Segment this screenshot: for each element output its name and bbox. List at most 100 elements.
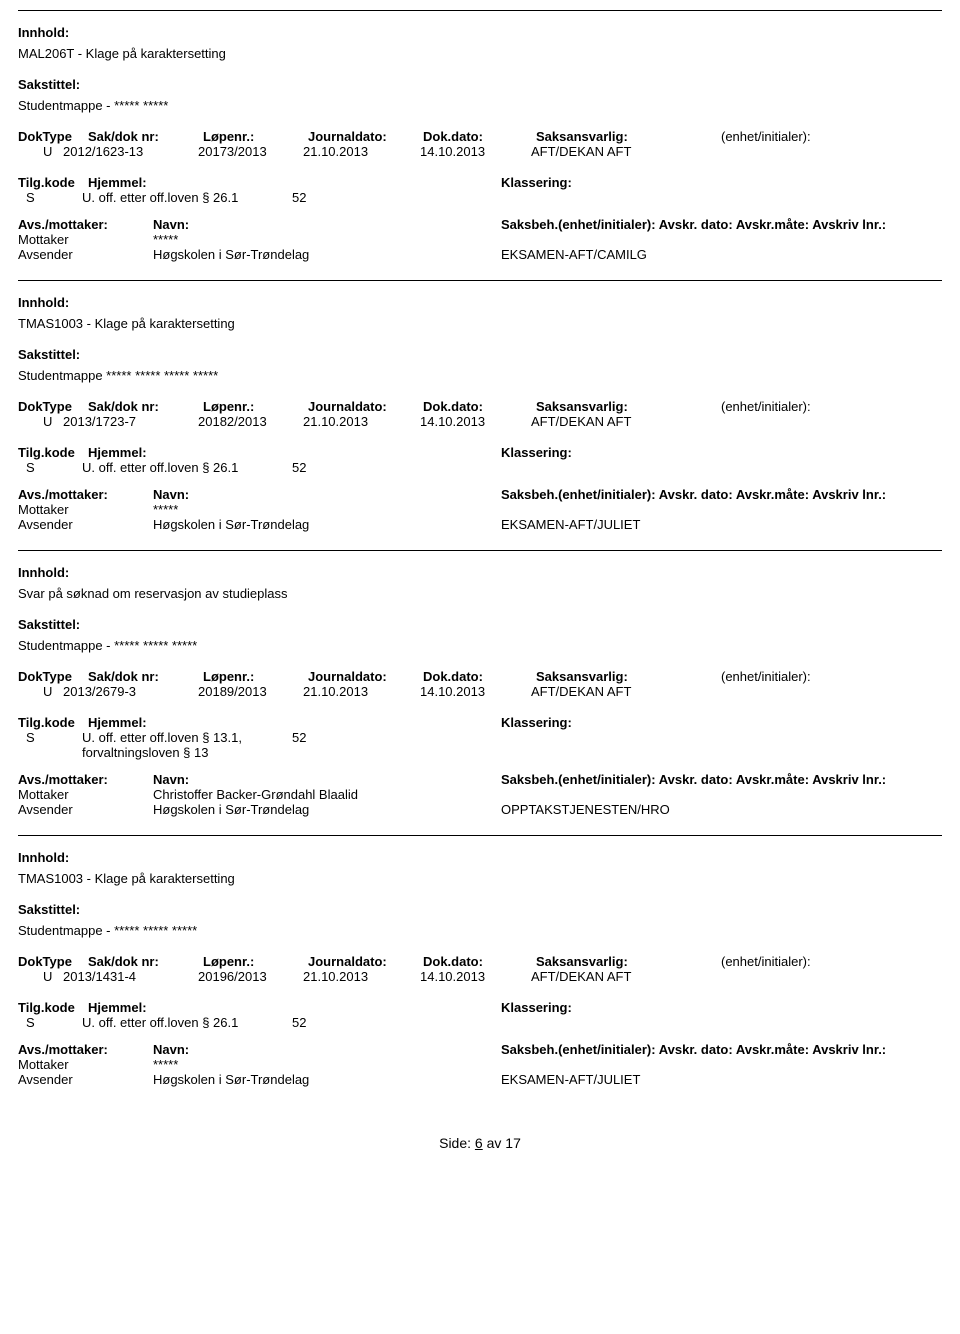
val-saknr: 2013/2679-3 [63,684,198,699]
val-dokdato: 14.10.2013 [420,414,531,429]
hdr-saknr: Sak/dok nr: [88,399,203,414]
hdr-saknr: Sak/dok nr: [88,129,203,144]
val-hjemmel: U. off. etter off.loven § 26.1 [42,460,292,475]
val-dokdato: 14.10.2013 [420,684,531,699]
hdr-hjemmel: Hjemmel: [88,1000,501,1015]
hdr-klassering: Klassering: [501,175,942,190]
val-saksansvarlig: AFT/DEKAN AFT [531,414,942,429]
hdr-tilgkode: Tilg.kode [18,715,88,730]
mottaker-navn: ***** [153,1057,501,1072]
footer-av-label: av [487,1135,502,1151]
hdr-dokdato: Dok.dato: [423,129,536,144]
hdr-tilgkode: Tilg.kode [18,175,88,190]
val-klassering: 52 [292,1015,942,1030]
journal-record: Innhold:Svar på søknad om reservasjon av… [18,550,942,835]
hdr-saksbeh-t: Saksbeh.(enhet/initialer): [501,772,656,787]
mottaker-row-value: Mottaker***** [18,232,942,247]
hdr-hjemmel: Hjemmel: [88,175,501,190]
hjemmel-values: SU. off. etter off.loven § 26.152 [18,460,942,475]
hdr-saksbeh: Saksbeh.(enhet/initialer): Avskr. dato: … [501,772,942,787]
val-journaldato: 21.10.2013 [303,144,420,159]
avsender-sbeh: EKSAMEN-AFT/JULIET [501,517,942,532]
hdr-avskrdato-t: Avskr. dato: [659,217,733,232]
mottaker-sbeh [501,232,942,247]
hdr-avskrmate-t: Avskr.måte: [736,1042,809,1057]
footer-page-current: 6 [475,1135,483,1151]
columns-values: U2013/1723-720182/201321.10.201314.10.20… [18,414,942,429]
columns-header: DokTypeSak/dok nr:Løpenr.:Journaldato:Do… [18,954,942,969]
val-saksansvarlig: AFT/DEKAN AFT [531,969,942,984]
val-saknr: 2013/1723-7 [63,414,198,429]
val-doktype: U [18,414,63,429]
journal-record: Innhold:MAL206T - Klage på karaktersetti… [18,10,942,280]
hdr-avsmottaker: Avs./mottaker: [18,487,153,502]
mottaker-sbeh [501,787,942,802]
sakstittel-value: Studentmappe - ***** ***** ***** [18,923,942,938]
page-footer: Side: 6 av 17 [18,1135,942,1151]
avsender-row-value: AvsenderHøgskolen i Sør-TrøndelagOPPTAKS… [18,802,942,817]
columns-header: DokTypeSak/dok nr:Løpenr.:Journaldato:Do… [18,669,942,684]
hdr-avsmottaker: Avs./mottaker: [18,217,153,232]
hdr-avskrivlnr-t: Avskriv lnr.: [812,1042,886,1057]
innhold-label: Innhold: [18,850,69,865]
hdr-navn: Navn: [153,1042,501,1057]
mottaker-header: Avs./mottaker:Navn:Saksbeh.(enhet/initia… [18,487,942,502]
avsender-row-value: AvsenderHøgskolen i Sør-TrøndelagEKSAMEN… [18,1072,942,1087]
val-dokdato: 14.10.2013 [420,969,531,984]
hdr-enhet: (enhet/initialer): [721,669,942,684]
hdr-saksansvarlig: Saksansvarlig: [536,399,721,414]
hdr-saksbeh: Saksbeh.(enhet/initialer): Avskr. dato: … [501,1042,942,1057]
hdr-saksansvarlig: Saksansvarlig: [536,669,721,684]
val-hjemmel: U. off. etter off.loven § 26.1 [42,190,292,205]
columns-header: DokTypeSak/dok nr:Løpenr.:Journaldato:Do… [18,399,942,414]
val-lopenr: 20196/2013 [198,969,303,984]
val-dokdato: 14.10.2013 [420,144,531,159]
avsender-row-value: AvsenderHøgskolen i Sør-TrøndelagEKSAMEN… [18,517,942,532]
hdr-enhet: (enhet/initialer): [721,399,942,414]
avsender-navn: Høgskolen i Sør-Trøndelag [153,247,501,262]
hdr-doktype: DokType [18,669,88,684]
sakstittel-value: Studentmappe ***** ***** ***** ***** [18,368,942,383]
mottaker-header: Avs./mottaker:Navn:Saksbeh.(enhet/initia… [18,772,942,787]
mottaker-navn: Christoffer Backer-Grøndahl Blaalid [153,787,501,802]
avsender-label: Avsender [18,1072,153,1087]
mottaker-sbeh [501,1057,942,1072]
columns-values: U2013/1431-420196/201321.10.201314.10.20… [18,969,942,984]
hdr-saksbeh-t: Saksbeh.(enhet/initialer): [501,487,656,502]
hdr-avskrdato-t: Avskr. dato: [659,487,733,502]
avsender-label: Avsender [18,247,153,262]
hdr-avskrdato-t: Avskr. dato: [659,772,733,787]
avsender-label: Avsender [18,517,153,532]
val-klassering: 52 [292,190,942,205]
avsender-sbeh: EKSAMEN-AFT/CAMILG [501,247,942,262]
footer-page-total: 17 [505,1135,521,1151]
val-tilgkode: S [18,460,42,475]
hdr-dokdato: Dok.dato: [423,954,536,969]
hdr-lopenr: Løpenr.: [203,129,308,144]
avsender-navn: Høgskolen i Sør-Trøndelag [153,517,501,532]
sakstittel-label: Sakstittel: [18,617,80,632]
journal-record: Innhold:TMAS1003 - Klage på karaktersett… [18,280,942,550]
val-lopenr: 20173/2013 [198,144,303,159]
mottaker-header: Avs./mottaker:Navn:Saksbeh.(enhet/initia… [18,217,942,232]
sakstittel-label: Sakstittel: [18,347,80,362]
hdr-saksbeh: Saksbeh.(enhet/initialer): Avskr. dato: … [501,217,942,232]
hdr-navn: Navn: [153,772,501,787]
hjemmel-values: SU. off. etter off.loven § 13.1, forvalt… [18,730,942,760]
hdr-journaldato: Journaldato: [308,669,423,684]
hdr-lopenr: Løpenr.: [203,399,308,414]
val-saksansvarlig: AFT/DEKAN AFT [531,144,942,159]
val-journaldato: 21.10.2013 [303,684,420,699]
sakstittel-value: Studentmappe - ***** ***** [18,98,942,113]
hdr-saksbeh-t: Saksbeh.(enhet/initialer): [501,217,656,232]
hdr-doktype: DokType [18,954,88,969]
mottaker-label: Mottaker [18,1057,153,1072]
hdr-avsmottaker: Avs./mottaker: [18,772,153,787]
mottaker-row-value: Mottaker***** [18,1057,942,1072]
hjemmel-header: Tilg.kodeHjemmel:Klassering: [18,175,942,190]
mottaker-row-value: Mottaker***** [18,502,942,517]
val-journaldato: 21.10.2013 [303,414,420,429]
hdr-enhet: (enhet/initialer): [721,954,942,969]
columns-values: U2013/2679-320189/201321.10.201314.10.20… [18,684,942,699]
hdr-avskrmate-t: Avskr.måte: [736,217,809,232]
